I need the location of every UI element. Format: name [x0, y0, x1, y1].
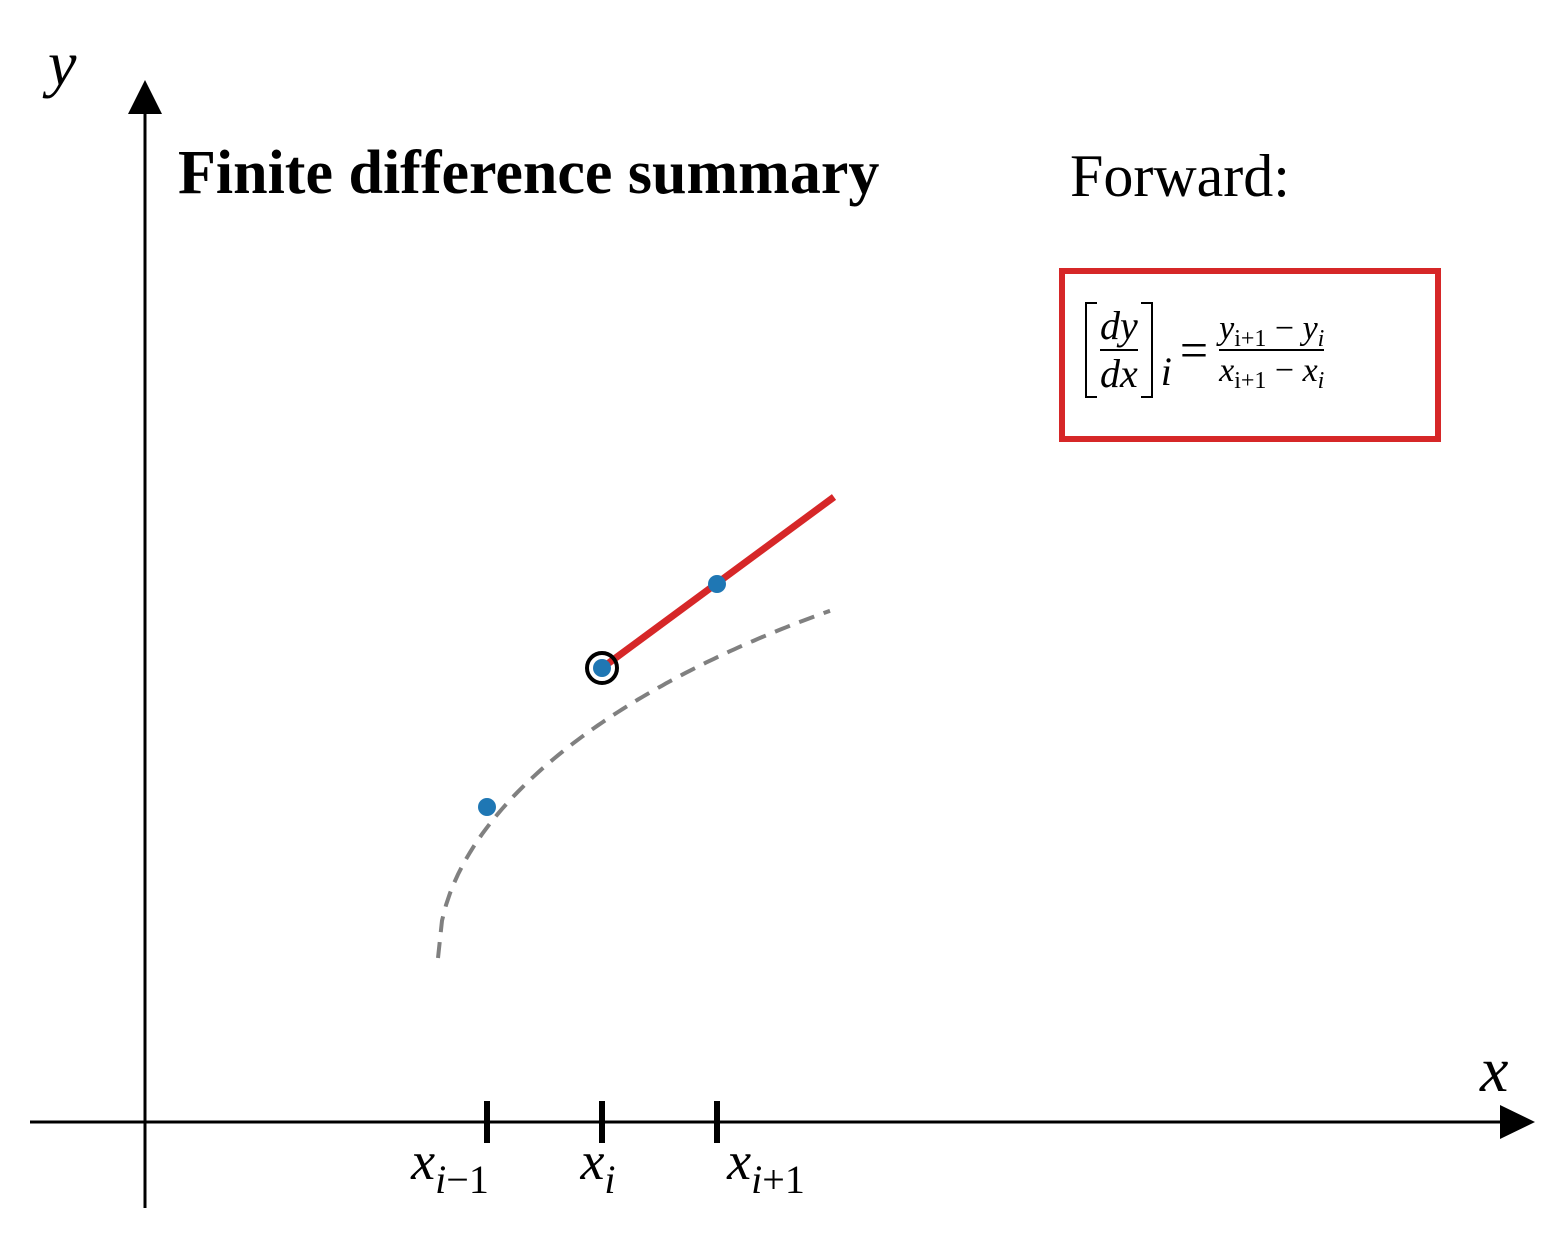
derivative-subscript: i	[1160, 349, 1172, 394]
y-axis-label: y	[48, 28, 77, 99]
function-curve	[436, 608, 831, 959]
y-axis-arrowhead	[128, 80, 162, 114]
current-point-highlight-ring	[585, 651, 619, 685]
diagram-title: Finite difference summary	[178, 139, 880, 207]
derivative-denominator: dx	[1100, 351, 1138, 396]
sample-point-i-plus-1	[708, 575, 726, 593]
method-label: Forward:	[1070, 143, 1290, 209]
tick-label-x-i: xi	[580, 1131, 616, 1202]
equals-sign: =	[1179, 322, 1209, 378]
derivative-fraction: dy dx	[1097, 302, 1141, 398]
x-axis-arrowhead	[1500, 1105, 1535, 1139]
derivative-numerator: dy	[1100, 303, 1138, 348]
sample-point-i-minus-1	[478, 798, 496, 816]
difference-denominator: xi+1 − xi	[1219, 352, 1325, 395]
difference-numerator: yi+1 − yi	[1219, 310, 1325, 353]
x-axis-label: x	[1480, 1034, 1509, 1105]
tick-label-x-i-plus-1: xi+1	[727, 1131, 805, 1202]
derivative-bracket: dy dx	[1085, 302, 1153, 398]
sample-point-i	[593, 659, 611, 677]
tick-label-x-i-minus-1: xi−1	[411, 1131, 489, 1202]
forward-difference-formula: dy dx i = yi+1 − yi xi+1 − xi	[1085, 302, 1327, 398]
difference-quotient: yi+1 − yi xi+1 − xi	[1216, 310, 1327, 395]
formula-box: dy dx i = yi+1 − yi xi+1 − xi	[1059, 268, 1441, 442]
